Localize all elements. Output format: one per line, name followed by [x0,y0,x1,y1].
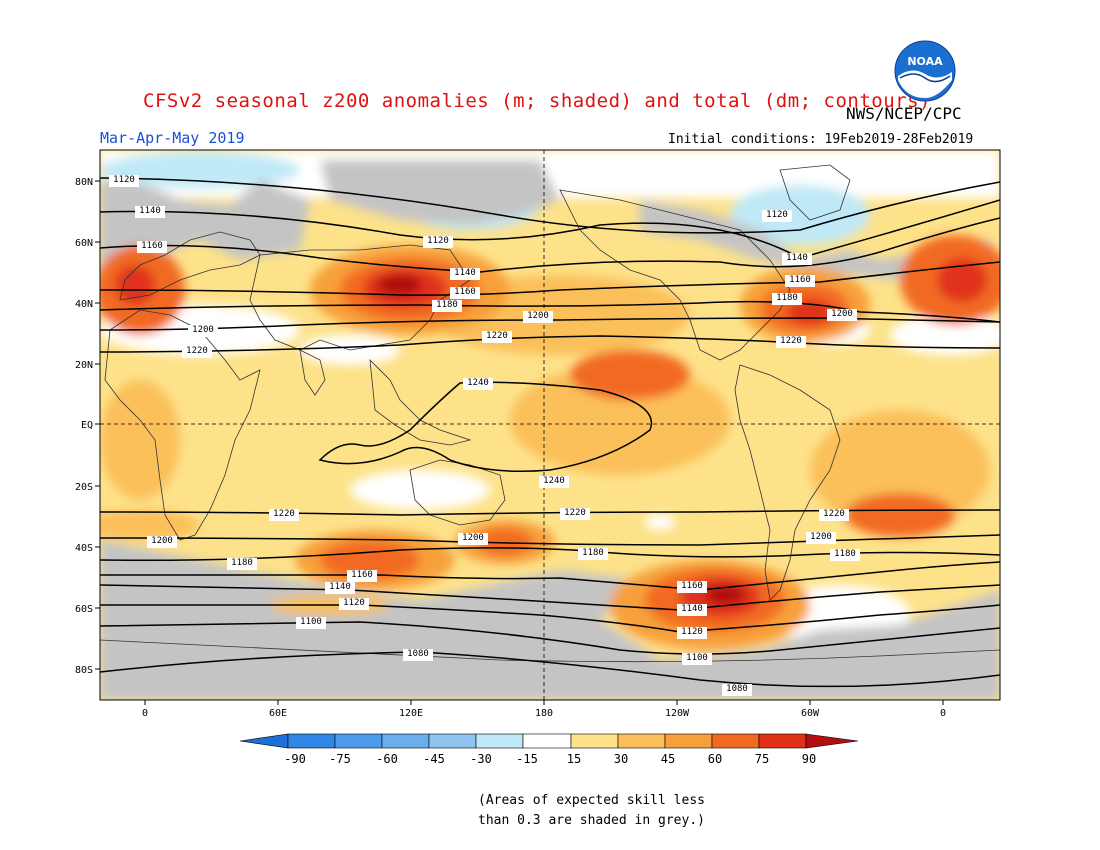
contour-label: 1080 [407,649,429,659]
longitude-labels: 0 60E 120E 180 120W 60W 0 [142,708,946,719]
contour-label: 1200 [831,309,853,319]
colorbar-tick: 15 [567,752,581,766]
colorbar-tick: 75 [755,752,769,766]
contour-label: 1180 [776,293,798,303]
contour-label: 1140 [786,253,808,263]
colorbar-tick: 90 [802,752,816,766]
colorbar-right-arrow [805,733,859,749]
colorbar-tick: -45 [423,752,445,766]
colorbar-tick: -90 [284,752,306,766]
height-contours [100,177,1000,688]
lat-label: 40S [75,543,93,554]
contour-label: 1120 [766,210,788,220]
lon-label: 180 [535,708,553,719]
contour-label: 1160 [141,241,163,251]
lat-label: 60N [75,238,93,249]
lat-label: 80N [75,177,93,188]
contour-label: 1180 [834,549,856,559]
lon-label: 120W [665,708,690,719]
contour-label: 1120 [113,175,135,185]
contour-label: 1160 [789,275,811,285]
lon-label: 60E [269,708,287,719]
agency-label: NWS/NCEP/CPC [846,104,962,123]
contour-label: 1220 [564,508,586,518]
lat-label: 60S [75,604,93,615]
contour-label: 1180 [231,558,253,568]
noaa-logo-icon: NOAA [894,40,956,102]
contour-labels: 1120 1140 1160 1200 1220 1120 1140 1160 … [109,175,860,696]
contour-label: 1160 [351,570,373,580]
colorbar-tick: -30 [470,752,492,766]
colorbar-tick: -15 [516,752,538,766]
colorbar: -90 -75 -60 -45 -30 -15 15 30 45 60 75 9… [239,733,859,766]
contour-label: 1100 [300,617,322,627]
contour-label: 1240 [543,476,565,486]
contour-label: 1100 [686,653,708,663]
contour-label: 1220 [780,336,802,346]
initial-conditions-label: Initial conditions: 19Feb2019-28Feb2019 [668,132,974,147]
colorbar-tick: -75 [329,752,351,766]
contour-label: 1080 [726,684,748,694]
contour-label: 1140 [329,582,351,592]
contour-label: 1160 [681,581,703,591]
contour-label: 1120 [427,236,449,246]
contour-label: 1140 [681,604,703,614]
colorbar-left-arrow [239,733,289,749]
map-frame [99,149,1001,701]
lat-label: EQ [81,420,93,431]
contour-label: 1200 [151,536,173,546]
anomaly-shading: 1120 1140 1160 1200 1220 1120 1140 1160 … [100,150,1000,700]
contour-label: 1200 [462,533,484,543]
lat-label: 20N [75,360,93,371]
contour-label: 1120 [343,598,365,608]
lon-label: 0 [142,708,148,719]
lat-label: 80S [75,665,93,676]
lat-label: 20S [75,482,93,493]
contour-label: 1160 [454,287,476,297]
lon-label: 0 [940,708,946,719]
contour-label: 1200 [810,532,832,542]
contour-label: 1200 [527,311,549,321]
contour-label: 1180 [582,548,604,558]
colorbar-tick: -60 [376,752,398,766]
contour-label: 1140 [454,268,476,278]
latitude-labels: 80N 60N 40N 20N EQ 20S 40S 60S 80S [75,177,93,676]
lon-label: 60W [801,708,820,719]
skill-note-line-1: (Areas of expected skill less [478,793,705,808]
lon-label: 120E [399,708,423,719]
colorbar-tick: 60 [708,752,722,766]
contour-label: 1220 [823,509,845,519]
colorbar-tick: 30 [614,752,628,766]
contour-label: 1220 [186,346,208,356]
skill-note-line-2: than 0.3 are shaded in grey.) [478,813,705,828]
season-label: Mar-Apr-May 2019 [100,129,245,147]
contour-label: 1120 [681,627,703,637]
lat-label: 40N [75,299,93,310]
contour-label: 1180 [436,300,458,310]
contour-label: 1220 [273,509,295,519]
logo-text: NOAA [907,55,943,68]
contour-label: 1240 [467,378,489,388]
colorbar-tick: 45 [661,752,675,766]
contour-label: 1220 [486,331,508,341]
contour-label: 1140 [139,206,161,216]
contour-label: 1200 [192,325,214,335]
main-title: CFSv2 seasonal z200 anomalies (m; shaded… [143,90,931,112]
